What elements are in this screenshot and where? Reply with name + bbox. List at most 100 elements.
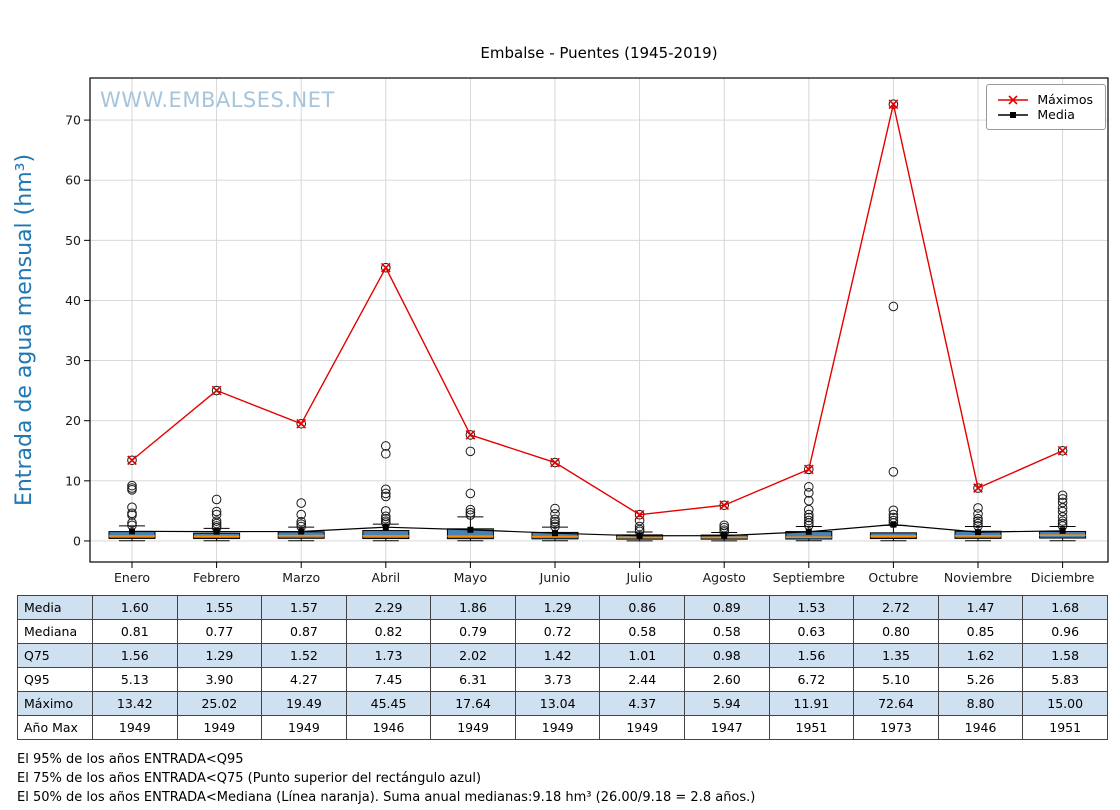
outlier-point <box>550 509 560 519</box>
table-row: Mediana 0.81 0.77 0.87 0.82 0.79 0.72 0.58 0.58 0… <box>17 619 1108 644</box>
outlier-point <box>550 514 560 525</box>
outlier-point <box>634 521 645 532</box>
box <box>362 530 410 540</box>
x-tick-label: Febrero <box>193 570 240 585</box>
row-header: Q75 <box>17 643 93 668</box>
outlier-point <box>296 418 307 429</box>
outlier-point <box>381 511 391 522</box>
media-swatch-icon <box>998 111 1029 118</box>
outlier-point <box>973 518 983 529</box>
outlier-point <box>804 482 814 492</box>
table-cell: 1973 <box>853 715 939 740</box>
table-cell: 0.87 <box>261 619 347 644</box>
outlier-point <box>296 516 307 527</box>
maximos-line <box>131 104 1063 516</box>
outlier-point <box>973 483 983 493</box>
outlier-point <box>127 483 137 493</box>
stats-table: Media 1.60 1.55 1.57 2.29 1.86 1.29 0.86 0.89 1.5… <box>17 595 1108 740</box>
row-header: Q95 <box>17 667 93 692</box>
table-cell: 45.45 <box>345 691 432 716</box>
maximos-marker <box>634 509 645 520</box>
table-cell: 1.53 <box>768 595 855 620</box>
maximos-marker <box>550 457 560 468</box>
maximos-marker <box>211 385 222 396</box>
table-cell: 1949 <box>599 715 686 740</box>
table-cell: 5.94 <box>684 691 770 716</box>
media-marker <box>213 528 220 535</box>
media-marker <box>129 528 135 535</box>
outlier-point <box>127 502 137 513</box>
plot-border <box>89 77 1109 563</box>
table-cell: 2.60 <box>684 667 770 692</box>
media-line <box>131 524 1063 537</box>
media-marker <box>552 530 558 537</box>
outlier-point <box>973 509 983 519</box>
x-tick-label: Septiembre <box>773 570 846 585</box>
table-cell: 1949 <box>261 715 347 740</box>
x-tick-label: Octubre <box>868 570 918 585</box>
outlier-point <box>719 520 730 531</box>
table-cell: 5.26 <box>937 667 1024 692</box>
table-cell: 2.02 <box>430 643 516 668</box>
table-row: Q75 1.56 1.29 1.52 1.73 2.02 1.42 1.01 0.98 1.56 1… <box>17 643 1108 668</box>
outlier-point <box>296 509 307 520</box>
outlier-point <box>634 515 645 526</box>
table-cell: 0.86 <box>599 595 686 620</box>
media-marker <box>1059 527 1066 534</box>
table-cell: 5.13 <box>92 667 178 692</box>
table-cell: 72.64 <box>853 691 939 716</box>
table-cell: 2.72 <box>853 595 939 620</box>
table-cell: 0.58 <box>599 619 686 644</box>
table-row: Año Max 1949 1949 1949 1946 1949 1949 1949 1947 1… <box>17 715 1108 740</box>
maximos-swatch-icon <box>998 94 1029 105</box>
outlier-point <box>465 488 476 499</box>
table-cell: 1949 <box>176 715 263 740</box>
footnote-mediana: El 50% de los años ENTRADA<Mediana (Líne… <box>17 790 756 805</box>
outlier-point <box>1057 516 1068 526</box>
y-tick-label: 70 <box>65 113 81 128</box>
x-tick-label: Mayo <box>454 570 488 585</box>
table-cell: 0.77 <box>176 619 263 644</box>
table-cell: 1.56 <box>92 643 178 668</box>
outlier-point <box>211 516 222 526</box>
table-cell: 1.29 <box>176 643 263 668</box>
outlier-point <box>127 518 137 528</box>
outlier-point <box>804 509 814 520</box>
table-cell: 0.82 <box>345 619 432 644</box>
table-cell: 13.04 <box>514 691 601 716</box>
table-cell: 1.47 <box>937 595 1024 620</box>
outlier-point <box>888 505 899 516</box>
row-header: Año Max <box>17 715 93 740</box>
x-tick-label: Julio <box>625 570 652 585</box>
legend-item-media: Media <box>996 107 1093 122</box>
x-tick-label: Junio <box>539 570 571 585</box>
table-cell: 0.79 <box>430 619 516 644</box>
watermark: WWW.EMBALSES.NET <box>100 88 335 112</box>
table-cell: 1.35 <box>853 643 939 668</box>
footnote-q95: El 95% de los años ENTRADA<Q95 <box>17 752 244 767</box>
chart-title: Embalse - Puentes (1945-2019) <box>480 44 718 62</box>
outlier-point <box>804 488 814 498</box>
outlier-point <box>804 512 814 523</box>
table-cell: 6.72 <box>768 667 855 692</box>
media-marker <box>636 532 643 539</box>
table-row: Q95 5.13 3.90 4.27 7.45 6.31 3.73 2.44 2.60 6.72 5… <box>17 667 1108 692</box>
y-tick-label: 20 <box>65 413 81 428</box>
outlier-point <box>1057 518 1068 529</box>
outlier-point <box>465 430 476 440</box>
table-cell: 0.63 <box>768 619 855 644</box>
outlier-point <box>211 385 222 396</box>
outlier-point <box>804 464 814 475</box>
x-tick-label: Agosto <box>703 570 746 585</box>
table-cell: 1949 <box>92 715 178 740</box>
outlier-point <box>127 508 137 519</box>
outlier-point <box>211 506 222 517</box>
table-cell: 5.83 <box>1022 667 1108 692</box>
y-tick-label: 60 <box>65 173 81 188</box>
row-header: Mediana <box>17 619 93 644</box>
table-cell: 4.27 <box>261 667 347 692</box>
table-cell: 5.10 <box>853 667 939 692</box>
table-cell: 1946 <box>345 715 432 740</box>
media-marker <box>805 528 812 535</box>
